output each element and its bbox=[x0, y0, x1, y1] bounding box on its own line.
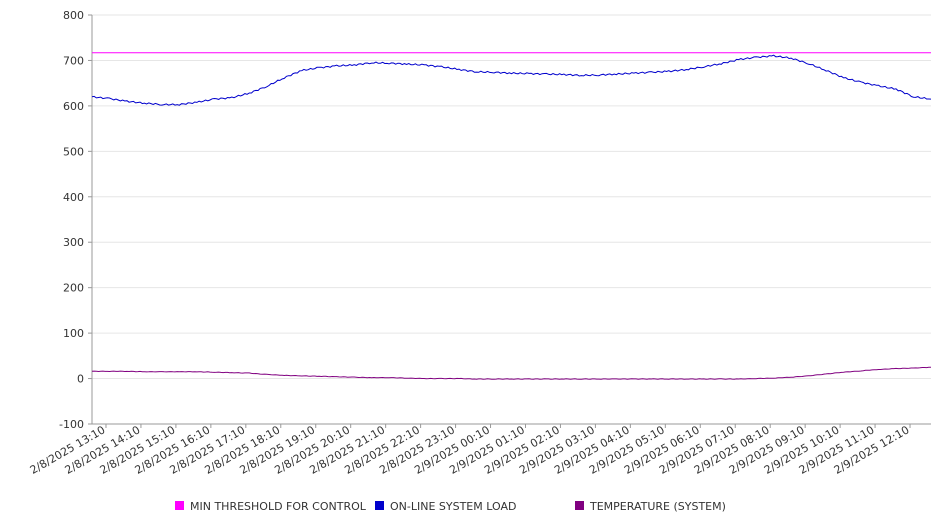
y-tick-label: 400 bbox=[63, 191, 84, 204]
y-tick-label: 200 bbox=[63, 282, 84, 295]
legend-item: ON-LINE SYSTEM LOAD bbox=[375, 500, 516, 513]
y-tick-label: 100 bbox=[63, 327, 84, 340]
legend-item: MIN THRESHOLD FOR CONTROL bbox=[175, 500, 367, 513]
y-tick-label: 0 bbox=[77, 373, 84, 386]
x-tick-labels: 2/8/2025 13:102/8/2025 14:102/8/2025 15:… bbox=[28, 423, 912, 477]
y-tick-label: 700 bbox=[63, 54, 84, 67]
legend: MIN THRESHOLD FOR CONTROL ON-LINE SYSTEM … bbox=[175, 500, 726, 513]
legend-swatch bbox=[375, 501, 384, 510]
gridlines bbox=[92, 14, 931, 425]
y-tick-labels: -100 0 100 200 300 400 500 600 700 800 bbox=[59, 9, 84, 431]
y-tick-label: 600 bbox=[63, 100, 84, 113]
legend-swatch bbox=[575, 501, 584, 510]
legend-item: TEMPERATURE (SYSTEM) bbox=[575, 500, 726, 513]
legend-label: TEMPERATURE (SYSTEM) bbox=[589, 500, 726, 513]
y-tick-label: 300 bbox=[63, 236, 84, 249]
series-line-temperature-system bbox=[91, 366, 932, 380]
series-lines bbox=[91, 52, 932, 380]
y-tick-label: -100 bbox=[59, 418, 84, 431]
series-line-on-line-system-load bbox=[91, 54, 932, 106]
y-tick-label: 800 bbox=[63, 9, 84, 22]
axes bbox=[88, 14, 931, 428]
legend-swatch bbox=[175, 501, 184, 510]
y-tick-label: 500 bbox=[63, 145, 84, 158]
legend-label: MIN THRESHOLD FOR CONTROL bbox=[190, 500, 367, 513]
legend-label: ON-LINE SYSTEM LOAD bbox=[390, 500, 516, 513]
